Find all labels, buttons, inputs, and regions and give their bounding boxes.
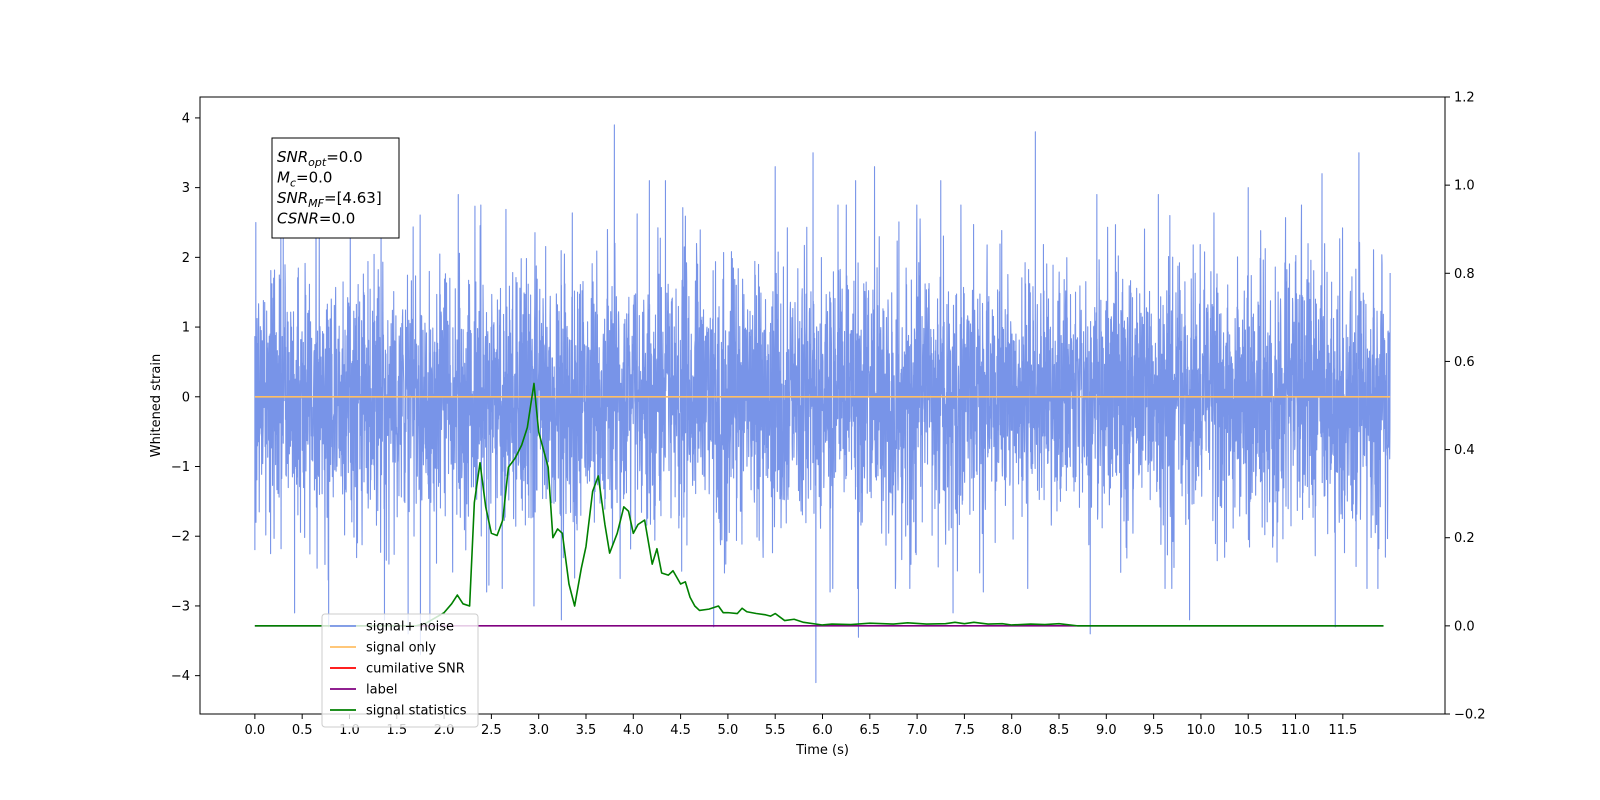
x-tick-label: 0.0 xyxy=(245,723,266,738)
x-axis-title: Time (s) xyxy=(795,743,849,758)
x-tick-label: 3.0 xyxy=(528,723,549,738)
y-tick-label: −2 xyxy=(171,530,190,545)
y2-tick-label: 0.4 xyxy=(1454,443,1475,458)
left-axis-series xyxy=(254,124,1391,684)
x-tick-label: 9.0 xyxy=(1096,723,1117,738)
legend-label: label xyxy=(366,683,397,698)
y-tick-label: 4 xyxy=(182,111,190,126)
x-tick-label: 6.5 xyxy=(859,723,880,738)
y2-tick-label: 0.0 xyxy=(1454,619,1475,634)
y-tick-label: −1 xyxy=(171,460,190,475)
y2-tick-label: 0.6 xyxy=(1454,355,1475,370)
legend-label: signal only xyxy=(366,641,436,656)
x-tick-label: 7.5 xyxy=(954,723,975,738)
legend-frame xyxy=(321,613,479,728)
x-tick-label: 2.5 xyxy=(481,723,502,738)
x-tick-label: 7.0 xyxy=(907,723,928,738)
y-tick-label: 2 xyxy=(182,251,190,266)
x-tick-label: 10.5 xyxy=(1234,723,1263,738)
x-tick-label: 6.0 xyxy=(812,723,833,738)
annotation-line: Mc=0.0 xyxy=(277,169,332,190)
x-tick-label: 5.5 xyxy=(765,723,786,738)
legend-label: signal statistics xyxy=(366,704,467,719)
y-axis-right: −0.2 0.0 0.2 0.4 0.6 0.8 1.0 1.2 xyxy=(1445,91,1486,723)
x-tick-label: 8.0 xyxy=(1001,723,1022,738)
y-tick-label: 0 xyxy=(182,390,190,405)
y2-tick-label: 0.2 xyxy=(1454,531,1475,546)
y-tick-label: −4 xyxy=(171,669,190,684)
y-tick-label: 1 xyxy=(182,321,190,336)
annotation-line: SNRMF=[4.63] xyxy=(277,189,382,210)
x-tick-label: 9.5 xyxy=(1143,723,1164,738)
legend-label: signal+ noise xyxy=(366,620,454,635)
y2-tick-label: −0.2 xyxy=(1454,708,1486,723)
legend: signal+ noise signal only cumilative SNR la… xyxy=(321,613,479,728)
x-tick-label: 4.5 xyxy=(670,723,691,738)
x-tick-label: 11.5 xyxy=(1328,723,1357,738)
x-tick-label: 10.0 xyxy=(1186,723,1215,738)
x-tick-label: 3.5 xyxy=(576,723,597,738)
x-tick-label: 11.0 xyxy=(1281,723,1310,738)
y-axis-left: −4 −3 −2 −1 0 1 2 3 4 xyxy=(171,111,200,684)
series-signal-statistics xyxy=(254,382,1384,627)
y2-tick-label: 1.0 xyxy=(1454,179,1475,194)
y2-tick-label: 0.8 xyxy=(1454,267,1475,282)
series-signal-noise xyxy=(254,124,1391,684)
annotation-line: SNRopt=0.0 xyxy=(277,148,363,169)
x-tick-label: 4.0 xyxy=(623,723,644,738)
legend-label: cumilative SNR xyxy=(366,662,465,677)
annotation-line: CSNR=0.0 xyxy=(277,210,355,228)
y-axis-title: Whitened strain xyxy=(149,354,164,457)
x-tick-label: 0.5 xyxy=(292,723,313,738)
y2-tick-label: 1.2 xyxy=(1454,91,1475,106)
annotation-frame xyxy=(271,137,400,239)
x-tick-label: 8.5 xyxy=(1049,723,1070,738)
y-tick-label: 3 xyxy=(182,181,190,196)
y-tick-label: −3 xyxy=(171,599,190,614)
x-tick-label: 5.0 xyxy=(718,723,739,738)
